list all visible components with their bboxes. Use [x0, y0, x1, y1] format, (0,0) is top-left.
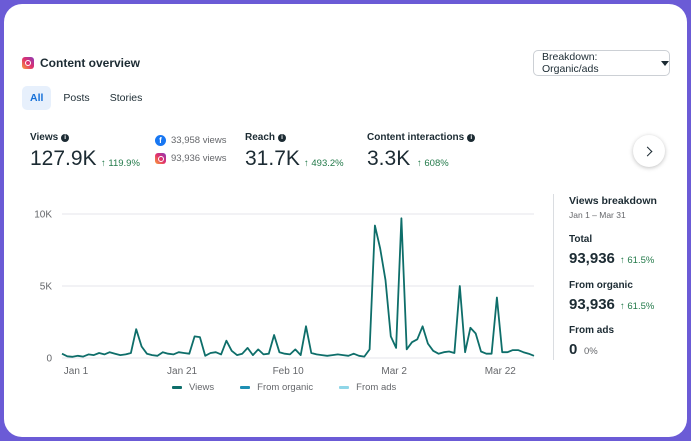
caret-down-icon [661, 60, 669, 66]
page-title: Content overview [40, 56, 141, 70]
instagram-icon [155, 153, 166, 164]
views-metric-label: Views i [30, 132, 70, 143]
total-label: Total [569, 234, 593, 245]
reach-value: 31.7K [245, 147, 300, 170]
facebook-views-text: 33,958 views [171, 135, 227, 146]
ads-change: 0% [584, 346, 598, 357]
views-change: ↑ 119.9% [101, 158, 140, 169]
tab-all[interactable]: All [22, 86, 52, 110]
tab-posts[interactable]: Posts [63, 92, 90, 104]
series-line-views[interactable] [61, 217, 535, 358]
x-tick-label: Jan 1 [64, 366, 89, 376]
chevron-right-icon [642, 146, 653, 156]
interactions-label: Content interactions [367, 132, 465, 143]
x-tick-label: Mar 22 [485, 366, 517, 376]
legend-swatch-organic [240, 386, 251, 389]
legend-label-organic: From organic [257, 382, 314, 393]
x-tick-label: Jan 21 [167, 366, 197, 376]
info-icon[interactable]: i [278, 133, 287, 142]
breakdown-dropdown-label: Breakdown: Organic/ads [542, 51, 599, 75]
total-value: 93,936 [569, 250, 615, 267]
legend-item-organic[interactable]: From organic [240, 382, 313, 393]
instagram-views-source: 93,936 views [155, 153, 226, 164]
organic-value: 93,936 [569, 296, 615, 313]
content-tabs: All Posts Stories [22, 86, 150, 110]
panel-divider [553, 194, 554, 360]
reach-change: ↑ 493.2% [304, 158, 344, 169]
tab-stories[interactable]: Stories [109, 92, 143, 104]
views-breakdown-title: Views breakdown [569, 195, 657, 207]
y-tick-label: 10K [34, 210, 52, 221]
legend-swatch-ads [339, 386, 350, 389]
legend-item-ads[interactable]: From ads [339, 382, 396, 393]
reach-label: Reach [245, 132, 276, 143]
chart-legend: Views From organic From ads [172, 382, 396, 393]
reach-metric-label: Reach i [245, 132, 287, 143]
organic-label: From organic [569, 280, 633, 291]
x-tick-label: Feb 10 [273, 366, 305, 376]
interactions-metric-label: Content interactions i [367, 132, 476, 143]
total-change: ↑ 61.5% [620, 255, 655, 266]
facebook-icon: f [155, 135, 166, 146]
y-tick-label: 0 [46, 354, 52, 365]
legend-label-views: Views [189, 382, 215, 393]
views-value: 127.9K [30, 147, 97, 170]
breakdown-dropdown[interactable]: Breakdown: Organic/ads [533, 50, 670, 76]
x-tick-label: Mar 2 [381, 366, 407, 376]
legend-label-ads: From ads [356, 382, 397, 393]
views-line-chart: 10K 5K 0 Jan 1 Jan 21 Feb 10 Mar 2 Mar 22 [34, 210, 535, 376]
instagram-views-text: 93,936 views [171, 153, 227, 164]
info-icon[interactable]: i [467, 133, 476, 142]
facebook-views-source: f 33,958 views [155, 135, 226, 146]
ads-value: 0 [569, 341, 578, 358]
content-overview-card: Content overview Breakdown: Organic/ads … [4, 4, 687, 437]
legend-swatch-views [172, 386, 182, 389]
organic-change: ↑ 61.5% [620, 301, 655, 312]
y-tick-label: 5K [40, 282, 53, 293]
interactions-value: 3.3K [367, 147, 411, 170]
views-breakdown-range: Jan 1 – Mar 31 [569, 210, 626, 220]
interactions-change: ↑ 608% [417, 158, 449, 169]
ads-label: From ads [569, 325, 615, 336]
legend-item-views[interactable]: Views [172, 382, 214, 393]
views-label: Views [30, 132, 59, 143]
next-metrics-button[interactable] [633, 135, 665, 167]
info-icon[interactable]: i [61, 133, 70, 142]
content-overview-header: Content overview [22, 56, 140, 70]
instagram-icon [22, 57, 34, 69]
